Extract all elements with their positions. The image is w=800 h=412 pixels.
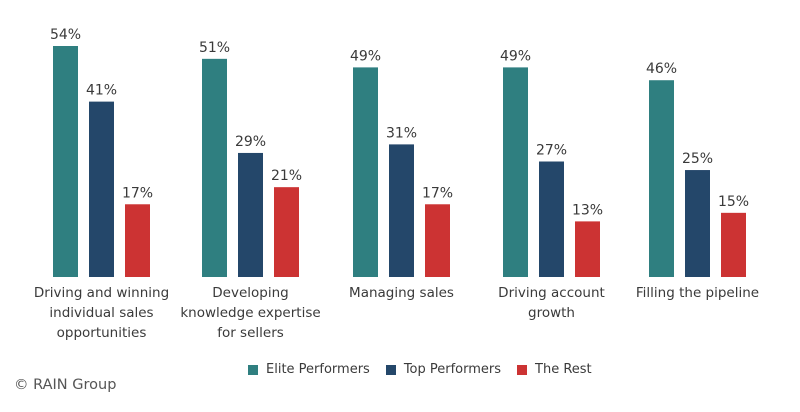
category-label-line: Managing sales xyxy=(349,285,454,301)
bar-value-label: 54% xyxy=(50,27,81,43)
bar-the-rest-2 xyxy=(425,204,450,277)
bar-top-performers-1 xyxy=(238,152,263,277)
bar-the-rest-4 xyxy=(721,212,746,277)
bar-value-label: 46% xyxy=(646,61,677,77)
bar-value-label: 41% xyxy=(86,83,117,99)
legend-swatch xyxy=(385,364,396,375)
legend-swatch xyxy=(517,364,528,375)
bar-the-rest-3 xyxy=(575,221,600,277)
bar-value-label: 21% xyxy=(271,168,302,184)
legend-item: Top Performers xyxy=(385,362,502,377)
category-label: Developing knowledge expertise for sellers xyxy=(166,283,336,343)
bar-value-label: 17% xyxy=(122,185,153,201)
category-label-line: Filling the pipeline xyxy=(635,285,760,301)
bar-elite-performers-3 xyxy=(503,67,528,277)
category-label: Driving and winning individual sales oppor… xyxy=(17,283,187,343)
category-label-line: Driving account xyxy=(498,285,605,301)
bar-value-label: 25% xyxy=(682,151,713,167)
bar-value-label: 49% xyxy=(500,48,531,64)
bar-value-label: 13% xyxy=(572,202,603,218)
bar-top-performers-0 xyxy=(89,101,114,277)
bar-value-label: 27% xyxy=(536,143,567,159)
bar-the-rest-0 xyxy=(125,204,150,277)
bar-value-label: 17% xyxy=(422,185,453,201)
bar-the-rest-1 xyxy=(274,187,299,277)
bar-elite-performers-2 xyxy=(353,67,378,277)
category-label: Driving account growth xyxy=(467,283,637,323)
bar-elite-performers-4 xyxy=(649,80,674,277)
legend-label: Top Performers xyxy=(403,362,502,377)
category-label-line: for sellers xyxy=(217,325,284,341)
bar-top-performers-4 xyxy=(685,170,710,277)
category-label-line: individual sales xyxy=(49,305,154,321)
category-label-line: growth xyxy=(528,305,575,321)
legend-swatch xyxy=(248,364,258,375)
legend-item: The Rest xyxy=(517,362,592,377)
legend-label: The Rest xyxy=(535,362,592,377)
bar-value-label: 31% xyxy=(386,125,417,141)
bar-value-label: 51% xyxy=(199,40,230,56)
category-label-line: Driving and winning xyxy=(33,285,170,301)
bar-value-label: 49% xyxy=(350,48,381,64)
copyright-credit: © RAIN Group xyxy=(14,377,117,393)
bar-top-performers-2 xyxy=(389,144,414,277)
chart-legend: Elite Performers Top Performers The Rest xyxy=(248,362,608,377)
category-label-line: opportunities xyxy=(56,325,147,341)
category-label: Filling the pipeline xyxy=(613,283,783,303)
category-label-line: Developing xyxy=(212,285,289,301)
bar-top-performers-3 xyxy=(539,161,564,277)
legend-item: Elite Performers xyxy=(248,362,370,377)
category-label: Managing sales xyxy=(317,283,487,303)
bar-elite-performers-1 xyxy=(202,58,227,278)
bar-elite-performers-0 xyxy=(53,46,78,277)
bar-value-label: 15% xyxy=(718,194,749,210)
category-label-line: knowledge expertise xyxy=(180,305,321,321)
legend-label: Elite Performers xyxy=(266,362,370,377)
bar-value-label: 29% xyxy=(235,134,266,150)
